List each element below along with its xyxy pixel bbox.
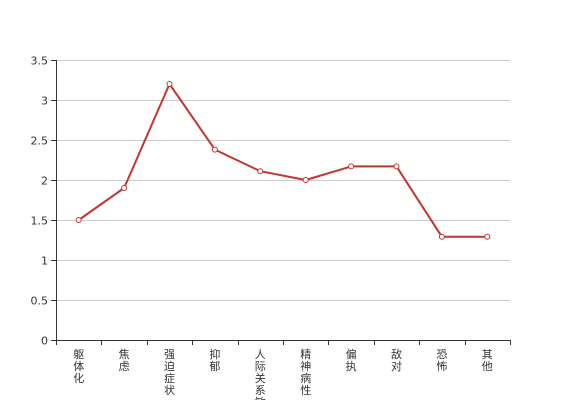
y-axis-ticks: 0 0.5 1 1.5 2 2.5 3 3.5 xyxy=(31,55,56,348)
x-tick-label: 焦虑 xyxy=(119,348,130,373)
y-tick-label: 2.5 xyxy=(31,135,49,148)
data-point xyxy=(121,185,128,191)
x-tick-label: 其他 xyxy=(482,348,493,373)
y-tick-label: 3 xyxy=(41,95,48,108)
data-points xyxy=(75,81,491,240)
x-tick-label: 躯体化 xyxy=(73,348,84,385)
data-point xyxy=(484,233,491,240)
data-point xyxy=(393,163,400,170)
x-tick-label: 抑郁 xyxy=(209,347,220,373)
x-tick-label: 强迫症状 xyxy=(164,348,175,397)
x-tick-label: 恐怖 xyxy=(436,348,447,373)
data-point xyxy=(438,233,445,240)
y-tick-label: 1 xyxy=(41,255,48,268)
x-tick-label: 偏执 xyxy=(346,347,357,373)
x-tick-label: 敌对 xyxy=(391,347,402,373)
series-polyline xyxy=(78,83,488,238)
x-axis-ticks: 躯体化 焦虑 强迫症状 抑郁 人际关系敏感 精神病性 偏执 敌对 恐怖 其他 xyxy=(56,340,511,404)
series-line xyxy=(78,83,488,238)
y-tick-label: 0.5 xyxy=(31,295,49,308)
data-point xyxy=(75,217,82,223)
data-point xyxy=(257,168,264,175)
x-tick-label: 精神病性 xyxy=(300,348,311,397)
x-tick-label: 人际关系敏感 xyxy=(255,348,266,400)
data-point xyxy=(302,177,309,183)
y-tick-label: 1.5 xyxy=(31,215,49,228)
axes xyxy=(56,60,510,341)
y-tick-label: 0 xyxy=(41,335,48,348)
y-tick-label: 2 xyxy=(41,175,48,188)
data-point xyxy=(211,146,218,153)
data-point xyxy=(166,81,173,87)
y-tick-label: 3.5 xyxy=(31,55,49,68)
data-point xyxy=(348,163,355,170)
grid-lines xyxy=(56,60,510,301)
